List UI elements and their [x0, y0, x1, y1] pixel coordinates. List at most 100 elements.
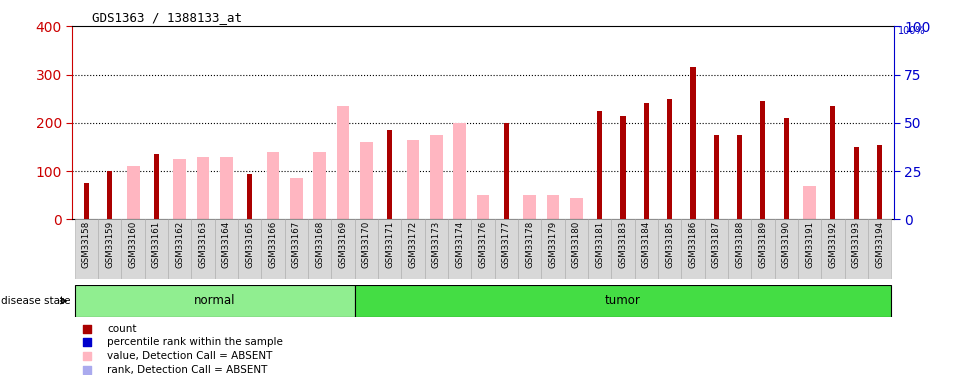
- Text: normal: normal: [194, 294, 236, 307]
- Text: GSM33174: GSM33174: [455, 221, 465, 268]
- Bar: [262, 219, 285, 279]
- Bar: [401, 219, 425, 279]
- Bar: [290, 178, 302, 219]
- Bar: [760, 101, 765, 219]
- Bar: [238, 219, 262, 279]
- Bar: [798, 219, 821, 279]
- Text: GSM33190: GSM33190: [781, 221, 791, 268]
- Bar: [220, 157, 233, 219]
- Text: value, Detection Call = ABSENT: value, Detection Call = ABSENT: [107, 351, 272, 361]
- Bar: [643, 104, 649, 219]
- Text: count: count: [107, 324, 136, 334]
- Bar: [355, 285, 892, 317]
- Text: GSM33185: GSM33185: [666, 221, 674, 268]
- Text: GSM33165: GSM33165: [245, 221, 254, 268]
- Text: 100%: 100%: [897, 26, 925, 36]
- Bar: [704, 219, 728, 279]
- Text: GSM33187: GSM33187: [712, 221, 721, 268]
- Text: GSM33180: GSM33180: [572, 221, 581, 268]
- Bar: [728, 219, 752, 279]
- Bar: [476, 195, 490, 219]
- Text: GSM33166: GSM33166: [269, 221, 277, 268]
- Bar: [74, 285, 355, 317]
- Bar: [247, 174, 252, 219]
- Bar: [74, 219, 99, 279]
- Point: [289, 4, 304, 10]
- Point: [79, 326, 95, 332]
- Bar: [714, 135, 719, 219]
- Text: GSM33191: GSM33191: [805, 221, 814, 268]
- Text: GSM33186: GSM33186: [689, 221, 697, 268]
- Text: GSM33169: GSM33169: [338, 221, 348, 268]
- Text: percentile rank within the sample: percentile rank within the sample: [107, 338, 283, 347]
- Bar: [588, 219, 611, 279]
- Bar: [122, 219, 145, 279]
- Bar: [430, 135, 442, 219]
- Text: GSM33167: GSM33167: [292, 221, 300, 268]
- Bar: [191, 219, 214, 279]
- Text: GSM33164: GSM33164: [222, 221, 231, 268]
- Text: GSM33183: GSM33183: [618, 221, 628, 268]
- Bar: [620, 116, 626, 219]
- Bar: [611, 219, 635, 279]
- Bar: [267, 152, 279, 219]
- Bar: [658, 219, 681, 279]
- Bar: [471, 219, 495, 279]
- Bar: [597, 111, 602, 219]
- Bar: [821, 219, 844, 279]
- Text: GSM33171: GSM33171: [385, 221, 394, 268]
- Text: GSM33194: GSM33194: [875, 221, 884, 268]
- Bar: [154, 154, 159, 219]
- Point: [79, 339, 95, 345]
- Text: GSM33176: GSM33176: [478, 221, 488, 268]
- Bar: [831, 106, 836, 219]
- Bar: [355, 219, 378, 279]
- Bar: [565, 219, 588, 279]
- Bar: [285, 219, 308, 279]
- Point: [79, 367, 95, 373]
- Text: GSM33161: GSM33161: [152, 221, 161, 268]
- Bar: [668, 99, 672, 219]
- Text: GSM33179: GSM33179: [549, 221, 557, 268]
- Text: disease state: disease state: [1, 296, 71, 306]
- Bar: [387, 130, 392, 219]
- Bar: [547, 195, 559, 219]
- Text: GSM33181: GSM33181: [595, 221, 604, 268]
- Text: GSM33172: GSM33172: [409, 221, 417, 268]
- Bar: [448, 219, 471, 279]
- Bar: [84, 183, 89, 219]
- Bar: [168, 219, 191, 279]
- Bar: [783, 118, 789, 219]
- Text: GSM33162: GSM33162: [175, 221, 185, 268]
- Text: tumor: tumor: [605, 294, 640, 307]
- Text: GSM33192: GSM33192: [829, 221, 838, 268]
- Bar: [360, 142, 373, 219]
- Bar: [681, 219, 704, 279]
- Text: GSM33184: GSM33184: [641, 221, 651, 268]
- Bar: [127, 166, 139, 219]
- Bar: [775, 219, 798, 279]
- Text: GSM33159: GSM33159: [105, 221, 114, 268]
- Text: GSM33158: GSM33158: [82, 221, 91, 268]
- Bar: [453, 123, 466, 219]
- Bar: [336, 106, 350, 219]
- Point: [79, 353, 95, 359]
- Bar: [570, 198, 582, 219]
- Text: GSM33177: GSM33177: [501, 221, 511, 268]
- Bar: [308, 219, 331, 279]
- Bar: [197, 157, 210, 219]
- Bar: [425, 219, 448, 279]
- Text: GSM33160: GSM33160: [128, 221, 137, 268]
- Bar: [635, 219, 658, 279]
- Bar: [145, 219, 168, 279]
- Bar: [378, 219, 401, 279]
- Text: GSM33188: GSM33188: [735, 221, 744, 268]
- Bar: [99, 219, 122, 279]
- Bar: [503, 123, 509, 219]
- Bar: [524, 195, 536, 219]
- Text: GSM33170: GSM33170: [362, 221, 371, 268]
- Text: GSM33163: GSM33163: [199, 221, 208, 268]
- Bar: [854, 147, 859, 219]
- Text: GSM33189: GSM33189: [758, 221, 767, 268]
- Text: GSM33173: GSM33173: [432, 221, 440, 268]
